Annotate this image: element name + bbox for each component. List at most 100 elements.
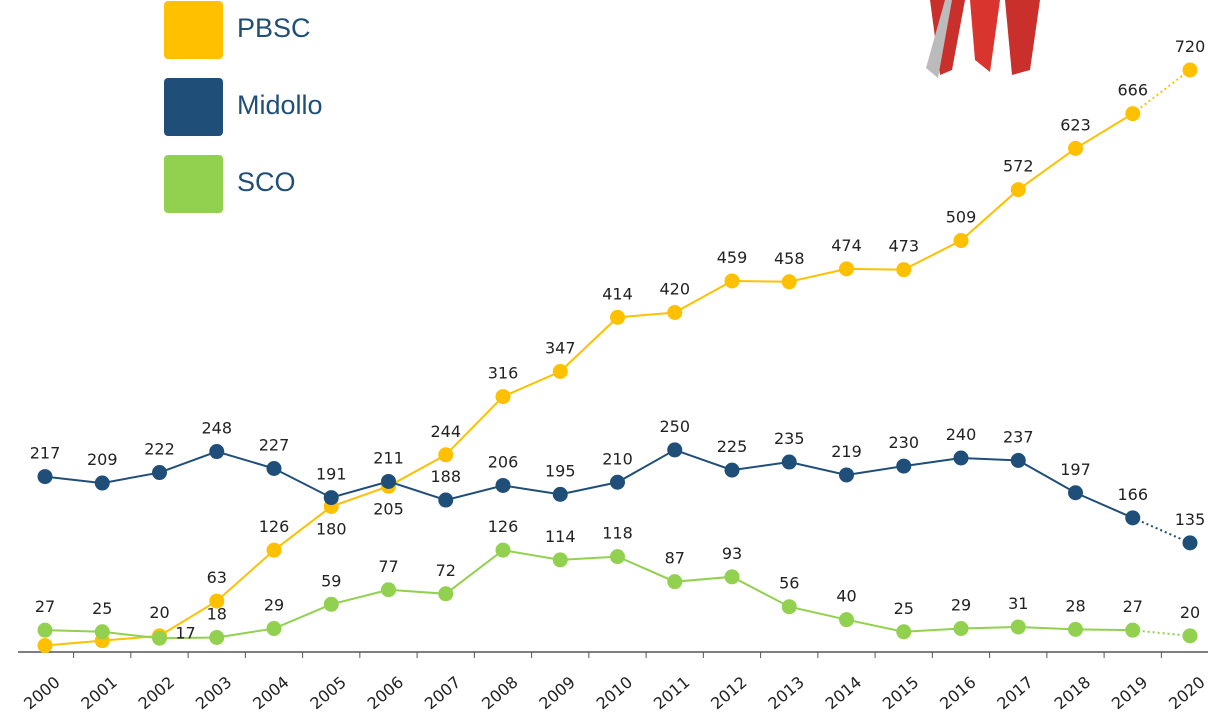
data-label: 29: [951, 596, 971, 615]
x-tick-label: 2005: [306, 673, 349, 714]
data-label: 191: [316, 465, 347, 484]
point: [94, 475, 110, 491]
data-label: 572: [1003, 157, 1034, 176]
x-tick-label: 2004: [249, 673, 292, 714]
point: [152, 630, 167, 646]
data-label: 209: [87, 450, 118, 469]
point: [1010, 619, 1026, 635]
data-label: 87: [665, 549, 685, 568]
data-label: 29: [264, 596, 284, 615]
data-label: 180: [316, 520, 347, 539]
data-label: 414: [602, 284, 633, 303]
point: [1182, 535, 1198, 551]
point: [266, 461, 282, 477]
x-tick-label: 2000: [20, 673, 63, 714]
data-label: 459: [717, 248, 748, 267]
data-label: 347: [545, 339, 576, 358]
data-label: 219: [831, 442, 862, 461]
series-line: [44, 549, 1133, 640]
x-tick-label: 2019: [1108, 673, 1151, 714]
x-tick-label: 2020: [1165, 673, 1208, 714]
point: [37, 622, 53, 638]
point: [1125, 106, 1141, 122]
data-label: 28: [1065, 596, 1085, 615]
point: [953, 450, 969, 466]
data-label: 166: [1117, 485, 1148, 504]
x-tick-label: 2015: [879, 673, 922, 714]
x-tick-label: 2006: [364, 673, 407, 714]
data-label: 135: [1175, 510, 1206, 529]
series-line-projection: [1132, 516, 1191, 544]
data-label: 72: [436, 561, 456, 580]
point: [667, 574, 683, 590]
point: [438, 492, 454, 508]
point: [1125, 510, 1141, 526]
data-label: 27: [35, 597, 55, 616]
data-label: 206: [488, 452, 519, 471]
point: [1068, 140, 1083, 156]
data-label: 509: [946, 208, 977, 227]
point: [610, 309, 625, 325]
point: [323, 596, 339, 612]
point: [438, 586, 454, 602]
point: [953, 233, 969, 249]
data-label: 20: [149, 603, 169, 622]
point: [667, 305, 683, 320]
data-label: 316: [488, 364, 519, 383]
point: [438, 447, 454, 463]
legend-swatch: [164, 78, 223, 136]
data-label: 250: [659, 417, 690, 436]
legend-label: SCO: [237, 167, 296, 197]
x-tick-label: 2013: [764, 673, 807, 714]
x-tick-label: 2007: [421, 673, 464, 714]
x-tick-label: 2003: [192, 673, 235, 714]
point: [953, 621, 969, 637]
data-label: 77: [378, 557, 398, 576]
point: [266, 542, 282, 558]
data-label: 118: [602, 524, 633, 543]
point: [839, 261, 854, 277]
data-label: 237: [1003, 427, 1034, 446]
point: [495, 477, 511, 493]
x-tick-label: 2008: [478, 673, 521, 714]
data-label: 59: [321, 571, 341, 590]
point: [209, 629, 225, 645]
data-label: 240: [946, 425, 977, 444]
data-label: 222: [144, 440, 175, 459]
point: [1182, 628, 1198, 644]
ribbon-icon: [926, 0, 1040, 78]
data-label: 666: [1117, 81, 1148, 100]
point: [1068, 621, 1083, 637]
point: [781, 454, 797, 470]
x-tick-label: 2011: [650, 673, 693, 714]
point: [323, 490, 339, 506]
data-label: 474: [831, 236, 862, 255]
data-label: 18: [207, 604, 227, 623]
data-label: 720: [1175, 37, 1206, 56]
point: [37, 469, 53, 485]
point: [152, 465, 167, 481]
point: [209, 444, 225, 460]
point: [1182, 62, 1198, 78]
x-tick-label: 2018: [1051, 673, 1094, 714]
series-line: [44, 448, 1134, 519]
data-label: 20: [1180, 603, 1200, 622]
point: [552, 552, 568, 568]
data-label: 188: [430, 467, 461, 486]
point: [610, 474, 625, 490]
legend-swatch: [164, 155, 223, 213]
x-tick-label: 2010: [593, 673, 636, 714]
data-label: 473: [888, 237, 919, 256]
data-label: 126: [488, 517, 519, 536]
x-tick-label: 2002: [135, 673, 178, 714]
point: [495, 389, 511, 405]
legend-swatch: [164, 1, 223, 59]
data-label: 205: [373, 499, 404, 518]
data-label: 31: [1008, 594, 1028, 613]
point: [839, 612, 854, 628]
point: [37, 638, 53, 654]
point: [610, 549, 625, 565]
point: [1010, 182, 1026, 198]
point: [781, 274, 797, 290]
